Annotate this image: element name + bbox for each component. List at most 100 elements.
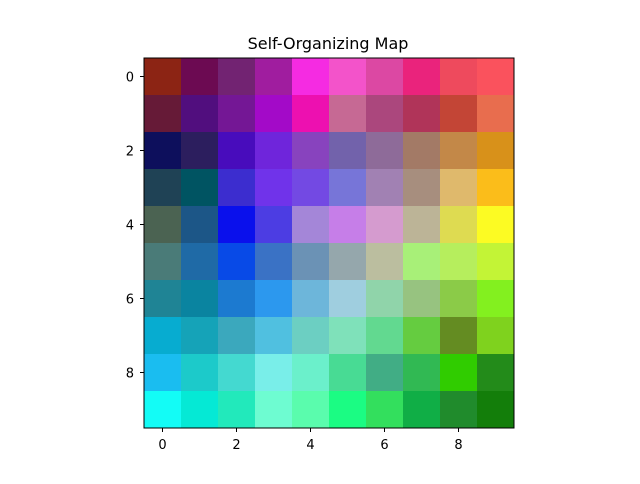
- heatmap-cell: [477, 391, 515, 429]
- heatmap-cell: [440, 354, 478, 392]
- heatmap-cell: [218, 317, 256, 355]
- heatmap-cell: [366, 317, 404, 355]
- heatmap-cell: [181, 280, 219, 318]
- heatmap-cell: [218, 243, 256, 281]
- heatmap-cell: [477, 280, 515, 318]
- heatmap-cell: [292, 317, 330, 355]
- y-axis-ticks: 0 2 4 6 8: [126, 71, 144, 382]
- heatmap-cell: [181, 354, 219, 392]
- heatmap-cell: [292, 132, 330, 170]
- heatmap-cell: [440, 206, 478, 244]
- heatmap-cell: [329, 206, 367, 244]
- heatmap-cell: [477, 58, 515, 96]
- y-tick-label: 4: [126, 219, 134, 234]
- heatmap-cell: [440, 280, 478, 318]
- heatmap-cell: [255, 95, 293, 133]
- heatmap-cell: [181, 243, 219, 281]
- x-tick-label: 2: [232, 438, 240, 453]
- heatmap-cell: [255, 243, 293, 281]
- heatmap-cell: [440, 243, 478, 281]
- heatmap-cell: [440, 58, 478, 96]
- heatmap-cell: [144, 317, 182, 355]
- heatmap-cell: [329, 354, 367, 392]
- heatmap-cell: [477, 206, 515, 244]
- heatmap-cell: [477, 95, 515, 133]
- heatmap-cell: [218, 132, 256, 170]
- heatmap-cell: [440, 95, 478, 133]
- heatmap-cell: [181, 95, 219, 133]
- heatmap-cell: [181, 132, 219, 170]
- heatmap-cell: [218, 280, 256, 318]
- heatmap-cell: [181, 58, 219, 96]
- heatmap-cell: [403, 206, 441, 244]
- heatmap-cell: [477, 317, 515, 355]
- heatmap-cell: [292, 206, 330, 244]
- chart-title: Self-Organizing Map: [248, 34, 409, 53]
- heatmap-cell: [329, 280, 367, 318]
- heatmap-cell: [255, 391, 293, 429]
- heatmap-cell: [366, 243, 404, 281]
- heatmap-cell: [403, 391, 441, 429]
- heatmap-cell: [329, 58, 367, 96]
- heatmap-cell: [218, 206, 256, 244]
- heatmap-cell: [366, 95, 404, 133]
- x-tick-label: 4: [306, 438, 314, 453]
- heatmap-cell: [292, 243, 330, 281]
- x-axis-ticks: 0 2 4 6 8: [158, 428, 463, 453]
- heatmap-cell: [144, 243, 182, 281]
- y-tick-label: 8: [126, 367, 134, 382]
- x-tick-label: 6: [380, 438, 388, 453]
- plot-frame: [143, 57, 515, 429]
- heatmap-cell: [292, 58, 330, 96]
- heatmap-cell: [144, 280, 182, 318]
- heatmap-cell: [292, 169, 330, 207]
- heatmap-cell: [218, 391, 256, 429]
- heatmap-cell: [366, 132, 404, 170]
- heatmap-cell: [403, 243, 441, 281]
- heatmap-cell: [144, 354, 182, 392]
- heatmap-cell: [329, 132, 367, 170]
- heatmap-cell: [403, 317, 441, 355]
- heatmap-cell: [477, 132, 515, 170]
- y-tick-label: 0: [126, 71, 134, 86]
- x-tick-label: 8: [454, 438, 462, 453]
- heatmap-cell: [329, 95, 367, 133]
- heatmap-cell: [329, 317, 367, 355]
- heatmap-cell: [440, 391, 478, 429]
- heatmap-cell: [292, 280, 330, 318]
- heatmap-cell: [403, 58, 441, 96]
- heatmap-cell: [144, 95, 182, 133]
- heatmap-cell: [403, 95, 441, 133]
- heatmap-cell: [218, 354, 256, 392]
- heatmap-cell: [403, 169, 441, 207]
- heatmap-cell: [292, 354, 330, 392]
- heatmap-cell: [255, 280, 293, 318]
- heatmap-cell: [403, 354, 441, 392]
- heatmap-cells: [144, 58, 515, 429]
- heatmap-cell: [366, 280, 404, 318]
- heatmap-cell: [477, 354, 515, 392]
- heatmap-cell: [255, 58, 293, 96]
- heatmap-cell: [144, 206, 182, 244]
- heatmap-cell: [181, 391, 219, 429]
- heatmap-cell: [440, 132, 478, 170]
- heatmap-cell: [292, 391, 330, 429]
- heatmap-cell: [292, 95, 330, 133]
- heatmap-cell: [366, 169, 404, 207]
- heatmap-cell: [366, 206, 404, 244]
- x-tick-label: 0: [158, 438, 166, 453]
- heatmap-cell: [477, 169, 515, 207]
- heatmap-cell: [255, 317, 293, 355]
- heatmap-cell: [329, 243, 367, 281]
- heatmap-cell: [403, 132, 441, 170]
- heatmap-cell: [144, 58, 182, 96]
- heatmap-cell: [366, 58, 404, 96]
- heatmap-cell: [255, 206, 293, 244]
- heatmap-cell: [181, 317, 219, 355]
- heatmap-cell: [144, 391, 182, 429]
- y-tick-label: 2: [126, 145, 134, 160]
- heatmap-cell: [218, 169, 256, 207]
- heatmap-cell: [255, 169, 293, 207]
- heatmap-cell: [329, 169, 367, 207]
